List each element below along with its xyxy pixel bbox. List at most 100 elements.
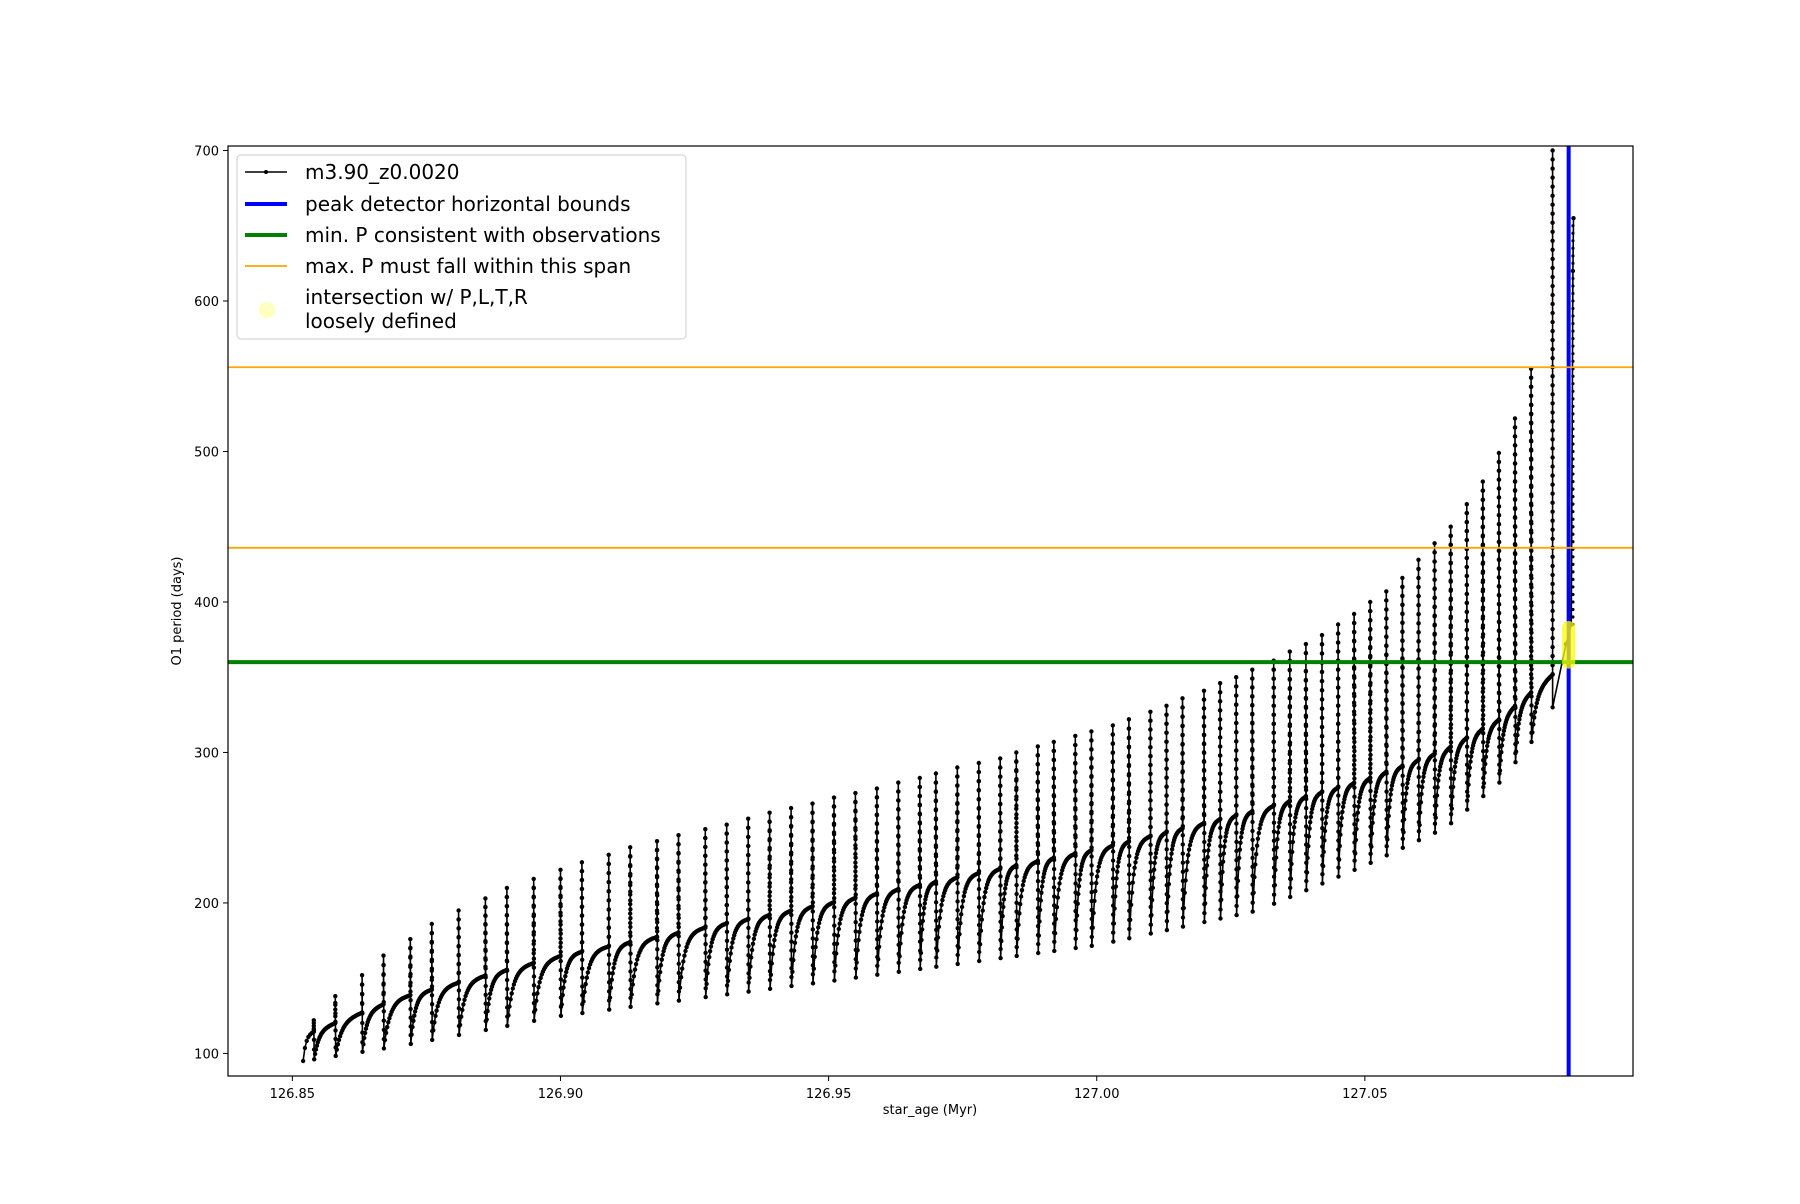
- data-point: [703, 977, 708, 982]
- data-point: [1550, 590, 1555, 596]
- data-point: [1201, 741, 1207, 747]
- data-point: [1234, 912, 1239, 918]
- data-point: [681, 959, 686, 964]
- data-point: [874, 813, 880, 818]
- data-point: [1149, 912, 1154, 918]
- data-point: [853, 920, 858, 925]
- data-point: [628, 889, 633, 894]
- data-point: [1400, 593, 1405, 599]
- data-point: [1035, 816, 1041, 821]
- data-point: [1513, 542, 1518, 548]
- data-point: [1571, 284, 1575, 288]
- data-point: [1089, 854, 1094, 859]
- data-point: [1464, 753, 1470, 758]
- data-point: [1126, 790, 1132, 795]
- data-point: [628, 845, 633, 850]
- data-point: [955, 845, 960, 850]
- data-point: [1416, 747, 1422, 752]
- data-point: [381, 953, 386, 958]
- data-point: [1073, 835, 1078, 840]
- data-point: [810, 900, 815, 905]
- data-point: [791, 957, 796, 963]
- data-point: [304, 1038, 309, 1044]
- data-point: [955, 881, 960, 886]
- data-point: [1550, 337, 1555, 343]
- data-point: [1126, 835, 1132, 841]
- data-point: [876, 944, 882, 949]
- data-point: [1529, 603, 1534, 608]
- data-point: [1014, 856, 1019, 861]
- data-point: [1497, 664, 1502, 669]
- data-point: [1073, 789, 1078, 794]
- data-point: [917, 857, 923, 862]
- data-point: [1352, 822, 1357, 827]
- data-point: [788, 898, 794, 904]
- data-point: [980, 908, 985, 913]
- data-point: [676, 952, 681, 957]
- data-point: [536, 985, 541, 990]
- data-point: [789, 921, 794, 926]
- data-point: [724, 929, 730, 934]
- data-point: [1164, 918, 1170, 924]
- data-point: [1497, 682, 1502, 687]
- data-point: [558, 913, 563, 918]
- data-point: [531, 903, 536, 908]
- data-point: [1250, 712, 1255, 717]
- data-point: [1148, 789, 1153, 794]
- x-axis-label: star_age (Myr): [883, 1103, 977, 1118]
- data-point: [1480, 623, 1486, 628]
- data-point: [998, 928, 1003, 934]
- data-point: [1303, 778, 1309, 783]
- data-point: [1368, 743, 1373, 749]
- data-point: [676, 989, 682, 994]
- data-point: [1014, 829, 1019, 835]
- data-point: [611, 965, 616, 971]
- data-point: [1035, 780, 1041, 785]
- data-point: [1250, 846, 1255, 852]
- data-point: [812, 954, 817, 959]
- data-point: [1512, 425, 1518, 430]
- data-point: [1014, 953, 1019, 959]
- data-point: [1089, 747, 1094, 752]
- data-point: [1148, 904, 1153, 910]
- data-point: [874, 892, 880, 898]
- data-point: [724, 902, 730, 908]
- data-point: [853, 901, 858, 906]
- data-point: [1432, 631, 1437, 636]
- data-point: [767, 986, 773, 991]
- data-point: [558, 876, 563, 882]
- data-point: [1035, 744, 1041, 749]
- data-point: [815, 930, 820, 935]
- data-point: [1014, 785, 1019, 790]
- data-point: [1550, 419, 1555, 424]
- data-point: [921, 911, 926, 916]
- data-point: [1550, 148, 1555, 153]
- data-point: [1288, 894, 1293, 900]
- data-point: [483, 896, 488, 901]
- data-point: [1496, 539, 1502, 545]
- data-point: [1037, 907, 1043, 913]
- data-point: [1218, 771, 1223, 776]
- data-point: [1550, 509, 1555, 514]
- data-point: [676, 915, 681, 921]
- data-point: [746, 880, 751, 885]
- data-point: [998, 810, 1003, 816]
- data-point: [917, 875, 923, 881]
- data-point: [1416, 566, 1421, 572]
- data-point: [1550, 572, 1555, 578]
- data-point: [1405, 781, 1410, 786]
- data-point: [1287, 779, 1293, 785]
- data-point: [1287, 798, 1293, 803]
- data-point: [1148, 798, 1153, 803]
- data-point: [1014, 838, 1019, 844]
- data-point: [1014, 759, 1019, 764]
- data-point: [789, 966, 794, 971]
- data-point: [1432, 694, 1438, 700]
- data-point: [628, 880, 633, 885]
- data-point: [1287, 740, 1293, 745]
- x-tick-label: 127.05: [1342, 1087, 1388, 1102]
- data-point: [1512, 488, 1518, 493]
- data-point: [1073, 779, 1078, 785]
- data-point: [1036, 941, 1041, 947]
- data-point: [680, 966, 685, 971]
